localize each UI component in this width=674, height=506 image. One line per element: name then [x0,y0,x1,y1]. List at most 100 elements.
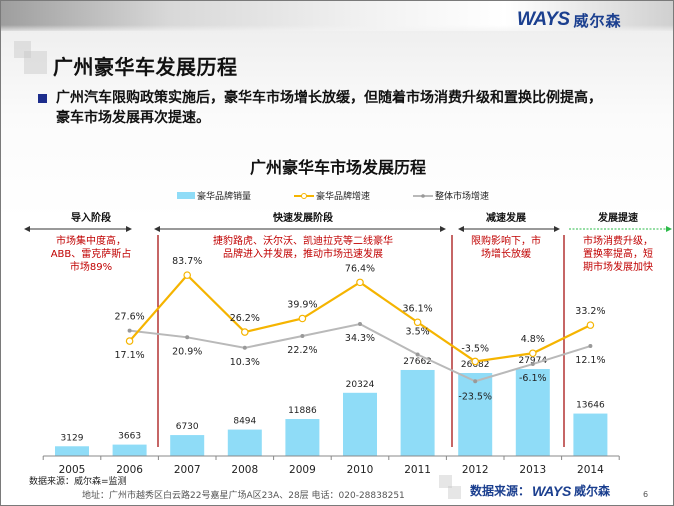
page-number: 6 [643,490,649,499]
phase-note: 市场集中度高， [56,234,126,247]
legend-marker-luxury [301,193,307,199]
line-series: 17.1% 83.7% 26.2% 39.9% 76.4% 36.1% -3.5% 4.8% 3… [115,256,606,402]
header-fade [1,25,673,33]
bar-sales [227,429,262,456]
x-tick-label: 2009 [289,464,316,476]
market-growth-point [415,352,420,357]
legend-label-luxury-growth: 豪华品牌增速 [316,190,370,202]
bar-sales [55,446,89,456]
decor-square [448,486,461,499]
legend-label-sales: 豪华品牌销量 [197,190,251,202]
chart-legend: 豪华品牌销量 豪华品牌增速 整体市场增速 [177,190,489,202]
luxury-growth-label: 33.2% [575,306,605,317]
bar-sales [458,373,493,456]
bar-data-label: 3129 [61,433,84,443]
luxury-growth-label: 36.1% [403,303,433,314]
phase-note: ABB、雷克萨斯占 [51,247,132,260]
bar-data-label: 27662 [403,357,432,367]
luxury-growth-point [125,337,134,345]
luxury-growth-point [413,318,422,327]
bar-series: 3129366367308494118862032427662266822797… [55,356,608,456]
luxury-growth-label: -3.5% [461,343,489,354]
luxury-growth-point [298,314,307,323]
logo-cn: 威尔森 [573,11,622,30]
data-source-note: 数据来源：威尔森=监测 [29,477,127,487]
market-growth-label: 20.9% [172,346,202,357]
x-tick-label: 2012 [462,464,489,476]
decor-square [24,51,47,74]
phase-title: 发展提速 [597,211,638,224]
bullet-square-icon [38,94,47,103]
luxury-growth-label: 17.1% [115,350,145,361]
market-growth-label: -23.5% [458,391,492,402]
market-growth-label: 12.1% [575,355,605,366]
market-growth-point [300,334,305,339]
chart-title: 广州豪华车市场发展历程 [249,158,426,177]
bar-sales [170,435,205,456]
legend-label-market-growth: 整体市场增速 [435,190,489,202]
luxury-growth-point [183,271,192,279]
market-growth-point [185,335,190,340]
summary-text: 广州汽车限购政策实施后，豪华车市场增长放缓，但随着市场消费升级和置换比例提高， … [56,88,666,128]
phase-note: 市场消费升级， [583,234,653,247]
market-growth-point [242,345,247,350]
legend-marker-market [421,194,425,198]
footer-brand: 数据来源： WAYS 威尔森 [470,482,610,499]
market-growth-point [588,344,593,349]
bar-data-label: 27974 [518,356,547,366]
x-tick-label: 2013 [519,464,546,476]
address-contact: 地址：广州市越秀区白云路22号嘉星广场A区23A、28层 电话：020-2883… [82,491,405,501]
luxury-growth-label: 39.9% [287,299,317,310]
decor-square [439,475,452,488]
x-tick-label: 2007 [174,464,201,476]
x-tick-label: 2010 [347,464,374,476]
phase-note: 场增长放缓 [481,247,531,260]
bar-data-label: 13646 [576,401,605,411]
market-growth-point [473,379,478,384]
market-growth-point [358,322,362,327]
luxury-growth-point [471,357,480,366]
market-growth-label: 3.5% [406,327,430,338]
luxury-growth-label: 26.2% [230,313,260,324]
bar-data-label: 8494 [233,417,256,427]
logo-brand: WAYS [517,9,570,30]
x-tick-label: 2014 [577,464,604,476]
bar-data-label: 11886 [288,406,317,416]
market-growth-label: -6.1% [519,373,547,384]
footer-brand-ways: WAYS [532,482,572,499]
x-axis: 2005 2006 2007 2008 2009 2010 2011 2012 2013 2014 [42,455,620,476]
luxury-growth-label: 4.8% [521,334,545,345]
bar-sales [112,444,147,456]
bar-data-label: 3663 [118,432,141,442]
bar-sales [343,392,377,456]
x-tick-label: 2006 [116,464,143,476]
legend-bar-swatch [177,192,195,199]
x-tick-label: 2011 [404,464,431,476]
slide-background [1,31,673,505]
page-title: 广州豪华车发展历程 [53,55,238,79]
bar-data-label: 6730 [176,422,199,432]
phase-note: 期市场发展加快 [583,260,653,273]
market-growth-label: 27.6% [115,312,145,323]
luxury-growth-point [241,328,249,336]
phase-title: 导入阶段 [71,211,111,224]
market-growth-point [127,328,132,333]
phase-note: 限购影响下，市 [471,234,541,247]
ways-logo: WAYS 威尔森 [517,9,622,31]
phase-note: 置换率提高，短 [583,247,653,260]
bar-sales [400,369,435,456]
market-growth-point [530,362,535,367]
phase-title: 减速发展 [486,211,526,224]
market-growth-label: 34.3% [345,333,375,344]
luxury-growth-label: 76.4% [345,263,375,274]
market-growth-label: 22.2% [287,345,317,356]
phase-note: 市场89% [70,260,112,273]
luxury-growth-label: 83.7% [172,256,202,267]
phase-note: 捷豹路虎、沃尔沃、凯迪拉克等二线豪华 [213,234,393,247]
bar-sales [573,413,608,456]
bar-sales [515,369,550,456]
decor-square [14,41,31,58]
market-growth-label: 10.3% [230,357,260,368]
